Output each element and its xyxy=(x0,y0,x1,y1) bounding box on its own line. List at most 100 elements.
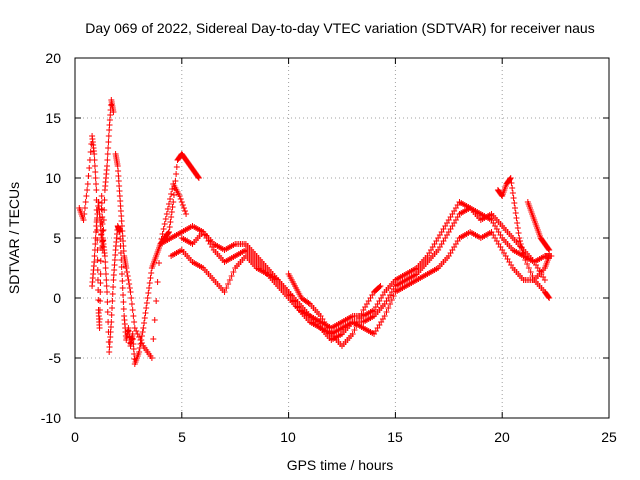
data-point xyxy=(104,309,111,315)
x-tick-label: 0 xyxy=(71,429,79,445)
data-point xyxy=(131,325,138,331)
data-point xyxy=(92,241,99,247)
data-point xyxy=(109,291,116,297)
data-point xyxy=(105,133,112,139)
data-point xyxy=(508,180,515,186)
series-trace-c xyxy=(112,151,190,361)
data-point xyxy=(97,258,104,264)
data-point xyxy=(151,317,158,323)
data-point xyxy=(147,275,154,281)
data-point xyxy=(170,192,177,198)
x-tick-labels: 0 5 10 15 20 25 xyxy=(71,429,617,445)
data-point xyxy=(182,208,189,214)
data-point xyxy=(99,247,106,253)
data-point xyxy=(167,196,174,202)
data-point xyxy=(355,319,362,325)
data-point xyxy=(137,337,144,343)
data-point xyxy=(84,187,91,193)
data-point xyxy=(109,298,116,304)
data-point xyxy=(104,151,111,157)
data-point xyxy=(100,237,107,243)
data-point xyxy=(118,271,125,277)
data-point xyxy=(165,229,172,235)
data-point xyxy=(545,246,552,252)
series-trace-b xyxy=(89,97,117,289)
data-point xyxy=(128,301,135,307)
data-point xyxy=(91,163,98,169)
data-point xyxy=(168,191,175,197)
y-tick-label: 10 xyxy=(45,170,61,186)
data-point xyxy=(517,238,523,244)
data-point xyxy=(97,271,104,277)
data-point xyxy=(82,199,89,205)
data-point xyxy=(103,283,110,289)
data-point xyxy=(353,323,360,329)
data-point xyxy=(520,253,527,259)
data-point xyxy=(123,269,130,275)
data-point xyxy=(390,293,397,299)
data-point xyxy=(168,209,175,215)
data-point xyxy=(96,316,103,322)
data-point xyxy=(226,277,233,283)
data-point xyxy=(177,196,184,202)
data-point xyxy=(105,145,112,151)
series-trace-g xyxy=(285,271,384,349)
data-point xyxy=(102,265,109,271)
data-point xyxy=(104,157,111,163)
data-point xyxy=(541,277,548,283)
data-point xyxy=(93,187,100,193)
x-tick-label: 25 xyxy=(601,429,617,445)
y-tick-label: 5 xyxy=(53,230,61,246)
data-point xyxy=(136,349,143,355)
data-point xyxy=(377,283,384,289)
data-point xyxy=(150,336,157,342)
data-point xyxy=(134,331,141,337)
data-point xyxy=(138,333,145,339)
data-point xyxy=(91,157,98,163)
data-point xyxy=(81,205,88,211)
data-point xyxy=(131,319,138,325)
data-points xyxy=(76,97,555,367)
data-point xyxy=(228,273,235,279)
data-point xyxy=(170,199,177,205)
y-tick-label: -10 xyxy=(41,410,61,426)
plot-frame xyxy=(74,57,610,419)
data-point xyxy=(164,206,171,212)
data-point xyxy=(140,325,147,331)
data-point xyxy=(356,315,363,321)
data-point xyxy=(80,217,87,223)
data-point xyxy=(546,247,553,253)
data-point xyxy=(349,331,356,337)
data-point xyxy=(173,171,180,177)
data-point xyxy=(156,260,163,266)
data-point xyxy=(91,151,98,157)
data-point xyxy=(163,211,170,217)
data-point xyxy=(93,229,100,235)
data-point xyxy=(195,175,202,181)
data-point xyxy=(96,325,103,331)
data-point xyxy=(93,181,100,187)
data-point xyxy=(165,201,172,207)
data-point xyxy=(517,241,524,247)
data-point xyxy=(84,181,91,187)
data-point xyxy=(165,230,172,236)
data-point xyxy=(169,204,176,210)
data-point xyxy=(509,185,516,191)
data-point xyxy=(98,200,105,206)
data-point xyxy=(85,173,92,179)
x-tick-label: 15 xyxy=(387,429,403,445)
data-point xyxy=(161,221,168,227)
data-point xyxy=(168,214,175,220)
data-point xyxy=(166,224,173,230)
data-point xyxy=(383,309,390,315)
data-point xyxy=(507,175,514,181)
data-point xyxy=(138,340,145,346)
data-point xyxy=(143,305,150,311)
data-point xyxy=(94,257,101,263)
data-point xyxy=(128,295,135,301)
data-point xyxy=(101,197,108,203)
chart-title: Day 069 of 2022, Sidereal Day-to-day VTE… xyxy=(85,20,594,36)
data-point xyxy=(120,299,127,305)
data-point xyxy=(104,289,111,295)
series-trace-e xyxy=(168,229,553,343)
